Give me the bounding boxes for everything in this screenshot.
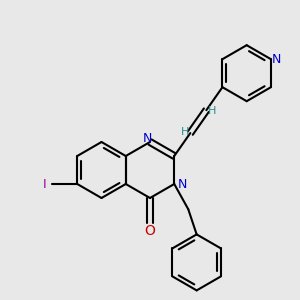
Text: H: H bbox=[208, 106, 216, 116]
Text: N: N bbox=[178, 178, 187, 190]
Text: I: I bbox=[42, 178, 46, 190]
Text: H: H bbox=[180, 127, 189, 137]
Text: O: O bbox=[145, 224, 155, 238]
Text: N: N bbox=[272, 53, 282, 66]
Text: N: N bbox=[142, 131, 152, 145]
